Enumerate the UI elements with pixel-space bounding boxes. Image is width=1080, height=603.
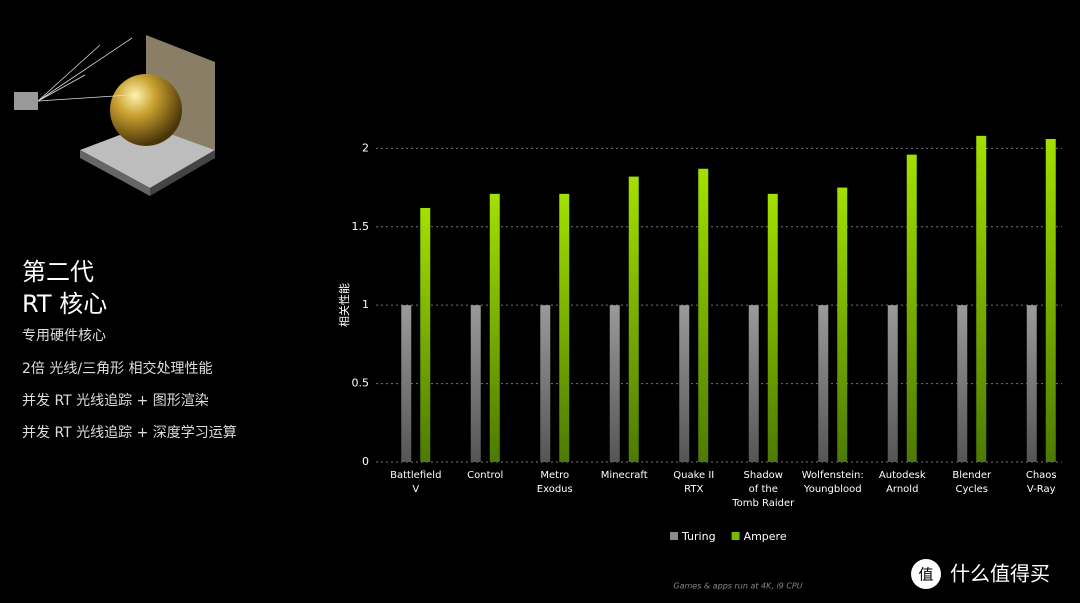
- legend-swatch: [731, 532, 740, 540]
- bar: [837, 187, 848, 462]
- bar: [609, 305, 620, 462]
- x-tick-label: Chaos V-Ray: [1025, 470, 1057, 495]
- bar: [420, 207, 431, 462]
- bullet: 2倍 光线/三角形 相交处理性能: [22, 361, 213, 377]
- legend-label: Ampere: [744, 530, 787, 543]
- x-tick-label: Control: [467, 470, 504, 481]
- bar: [1026, 305, 1037, 462]
- bullet: 专用硬件核心: [22, 328, 106, 344]
- x-tick-label: Battlefield V: [390, 470, 442, 495]
- bar: [1045, 138, 1056, 463]
- render-illustration: [14, 35, 215, 196]
- bar: [489, 193, 500, 462]
- bar: [818, 305, 829, 462]
- x-tick-label: Minecraft: [600, 470, 648, 481]
- slide-title: 第二代: [22, 258, 94, 286]
- legend-swatch: [670, 532, 678, 540]
- bar: [698, 168, 709, 462]
- bar: [906, 154, 917, 463]
- bar: [887, 305, 898, 462]
- bullet: 并发 RT 光线追踪 + 图形渲染: [22, 393, 209, 409]
- footnote: Games & apps run at 4K, i9 CPU: [673, 582, 802, 591]
- bar: [470, 305, 481, 462]
- watermark-icon-text: 值: [918, 566, 933, 584]
- x-tick-label: Autodesk Arnold: [878, 470, 926, 495]
- bar: [628, 176, 639, 462]
- x-tick-label: Wolfenstein: Youngblood: [801, 470, 864, 495]
- x-tick-label: Blender Cycles: [952, 470, 992, 495]
- x-tick-label: Shadow of the Tomb Raider: [732, 470, 795, 509]
- bar: [401, 305, 412, 462]
- y-tick-label: 1.5: [352, 220, 370, 233]
- x-tick-label: Quake II RTX: [673, 470, 715, 495]
- watermark-icon: [911, 559, 941, 589]
- bar: [976, 135, 987, 462]
- slide-title: RT 核心: [22, 290, 108, 318]
- y-tick-label: 0: [362, 455, 369, 468]
- bullet: 并发 RT 光线追踪 + 深度学习运算: [22, 425, 237, 441]
- y-tick-label: 0.5: [352, 377, 370, 390]
- x-tick-label: Metro Exodus: [536, 470, 573, 495]
- legend-label: Turing: [681, 530, 716, 543]
- y-tick-label: 1: [362, 298, 369, 311]
- bar: [957, 305, 968, 462]
- y-axis-label: 相关性能: [337, 283, 351, 327]
- y-tick-label: 2: [362, 141, 369, 154]
- bar: [748, 305, 759, 462]
- bar: [679, 305, 690, 462]
- bar: [540, 305, 551, 462]
- watermark: 什么值得买: [950, 562, 1050, 586]
- bar: [767, 193, 778, 462]
- bar: [559, 193, 570, 462]
